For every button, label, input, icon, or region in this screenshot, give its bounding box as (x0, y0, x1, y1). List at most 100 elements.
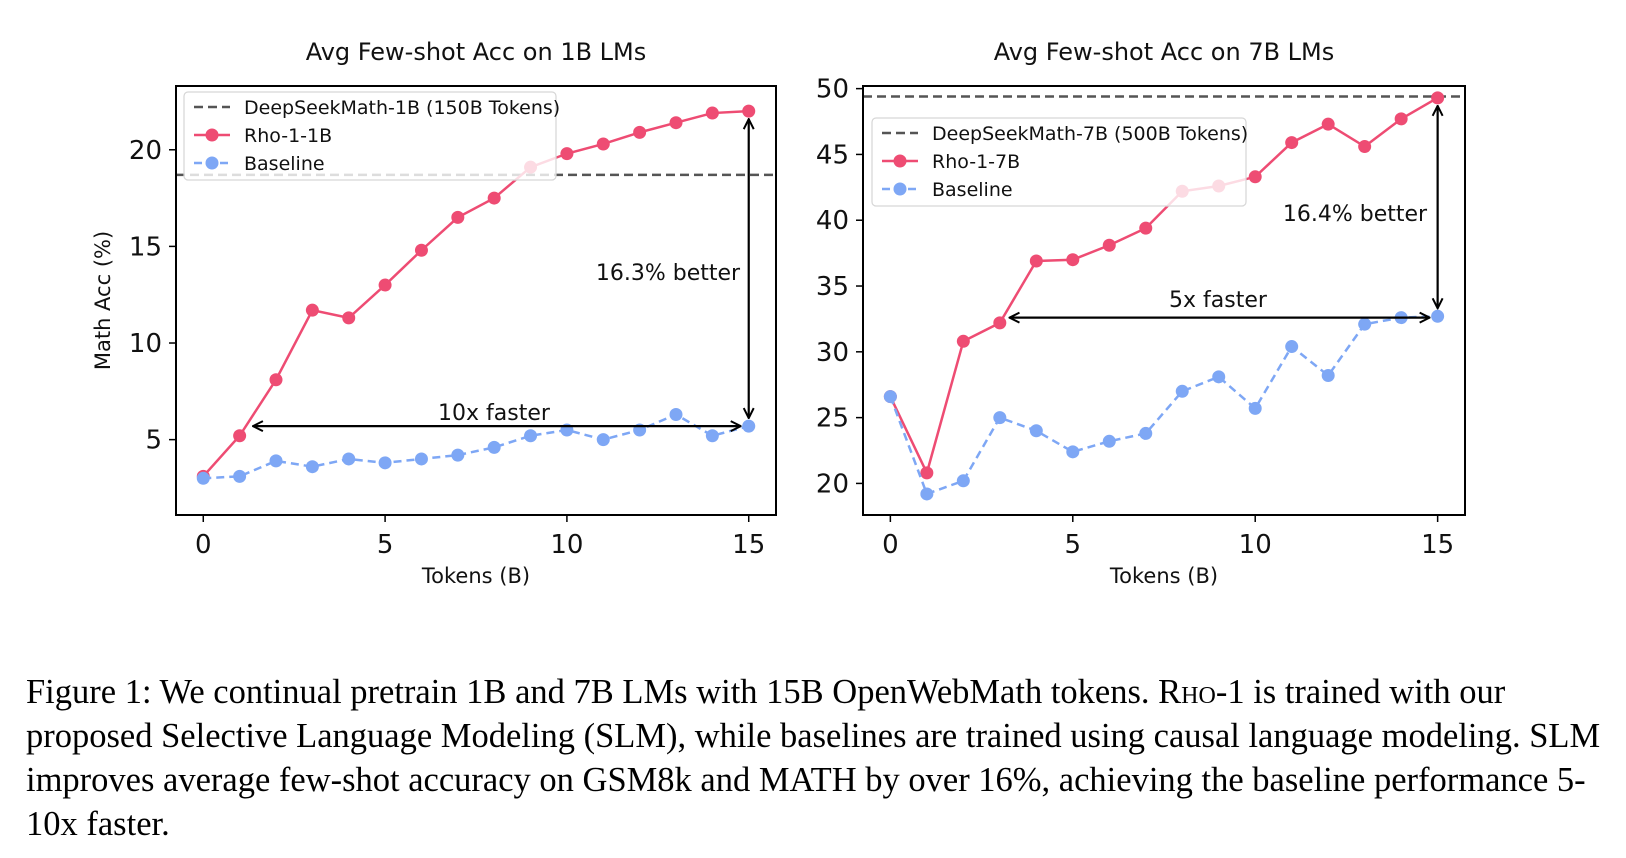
data-point-rho (233, 429, 247, 443)
data-point-baseline (451, 448, 465, 462)
data-point-rho (993, 316, 1007, 330)
series-line-rho (889, 96, 1439, 477)
x-tick-label: 10 (550, 530, 583, 560)
y-axis-label: Math Acc (%) (91, 231, 115, 370)
x-tick-label: 5 (377, 530, 394, 560)
x-axis-label: Tokens (B) (421, 564, 530, 588)
data-point-baseline (342, 452, 356, 466)
data-point-baseline (920, 487, 934, 501)
data-point-rho (1285, 136, 1299, 150)
data-point-rho (1321, 117, 1335, 131)
plot-frame (175, 85, 777, 516)
legend-swatch-marker (205, 156, 219, 170)
y-tick-label: 20 (816, 469, 849, 499)
data-point-baseline (1321, 369, 1335, 383)
data-point-baseline (524, 429, 538, 443)
data-point-baseline (1102, 434, 1116, 448)
data-point-baseline (196, 471, 210, 485)
data-point-baseline (1212, 370, 1226, 384)
x-tick-label: 10 (1239, 530, 1272, 560)
data-point-baseline (742, 419, 756, 433)
y-tick-label: 30 (816, 338, 849, 368)
data-point-rho (920, 466, 934, 480)
y-tick-label: 25 (816, 404, 849, 434)
better-annotation: 16.3% better (596, 261, 741, 286)
y-tick-label: 35 (816, 272, 849, 302)
x-tick-label: 15 (1421, 530, 1454, 560)
better-annotation: 16.4% better (1283, 202, 1428, 227)
legend-label: Rho-1-7B (932, 151, 1020, 173)
data-point-baseline (1248, 401, 1262, 415)
data-point-rho (487, 191, 501, 205)
y-tick-label: 50 (816, 75, 849, 105)
data-point-baseline (1285, 340, 1299, 354)
legend-label: DeepSeekMath-7B (500B Tokens) (932, 123, 1248, 145)
data-point-rho (596, 137, 610, 151)
data-point-rho (1139, 221, 1153, 235)
data-point-rho (1029, 254, 1043, 268)
x-tick-label: 0 (195, 530, 212, 560)
caption-model-name: Rho-1 (1158, 673, 1245, 711)
y-tick-label: 45 (816, 140, 849, 170)
series-line-baseline (889, 315, 1438, 496)
data-point-baseline (883, 390, 897, 404)
legend-label: Baseline (244, 153, 325, 175)
data-point-baseline (956, 474, 970, 488)
x-tick-label: 5 (1065, 530, 1082, 560)
caption-prefix: Figure 1: We continual pretrain 1B and 7… (26, 673, 1159, 711)
chart-7b: Avg Few-shot Acc on 7B LMs 0 5 10 15 20 25 30 35… (816, 38, 1466, 588)
data-point-rho (342, 311, 356, 325)
x-tick-label: 0 (882, 530, 899, 560)
data-point-rho (560, 147, 574, 161)
legend-box (183, 91, 557, 181)
legend-label: Rho-1-1B (244, 125, 332, 147)
series-line-rho (202, 109, 749, 478)
y-tick-label: 40 (816, 206, 849, 236)
data-point-rho (305, 303, 319, 317)
legend-swatch-marker (893, 154, 907, 168)
data-point-baseline (1139, 426, 1153, 440)
data-point-baseline (1175, 384, 1189, 398)
chart-1b: Avg Few-shot Acc on 1B LMs 0 5 10 15 5 10 15 20 T… (91, 38, 777, 588)
data-point-baseline (669, 408, 683, 422)
data-point-baseline (378, 456, 392, 470)
data-point-baseline (269, 454, 283, 468)
data-point-baseline (305, 460, 319, 474)
data-point-baseline (1029, 424, 1043, 438)
data-point-rho (1394, 112, 1408, 126)
data-point-rho (451, 210, 465, 224)
legend-label: Baseline (932, 179, 1013, 201)
data-point-rho (1248, 170, 1262, 184)
caption-suffix: is trained with our proposed Selective L… (26, 673, 1601, 843)
data-point-rho (378, 278, 392, 292)
chart-title: Avg Few-shot Acc on 1B LMs (306, 38, 647, 66)
series-line-baseline (203, 413, 750, 480)
data-point-rho (633, 125, 647, 139)
faster-annotation: 5x faster (1169, 288, 1268, 313)
chart-title: Avg Few-shot Acc on 7B LMs (994, 38, 1335, 66)
faster-annotation: 10x faster (438, 401, 551, 426)
data-point-baseline (233, 469, 247, 483)
y-tick-label: 5 (145, 426, 162, 456)
x-tick-label: 15 (732, 530, 765, 560)
data-point-rho (1102, 238, 1116, 252)
data-point-baseline (487, 440, 501, 454)
y-tick-label: 20 (129, 136, 162, 166)
data-point-baseline (1431, 309, 1445, 323)
legend-swatch-marker (205, 128, 219, 142)
plot-frame (862, 85, 1466, 516)
data-point-rho (1066, 253, 1080, 267)
legend-box (871, 117, 1247, 207)
data-point-rho (269, 373, 283, 387)
x-axis-label: Tokens (B) (1109, 564, 1218, 588)
data-point-baseline (1066, 445, 1080, 459)
data-point-rho (1358, 140, 1372, 154)
data-point-baseline (1358, 317, 1372, 331)
data-point-rho (956, 334, 970, 348)
legend-label: DeepSeekMath-1B (150B Tokens) (244, 97, 560, 119)
data-point-baseline (414, 452, 428, 466)
y-tick-label: 10 (129, 329, 162, 359)
legend-swatch-marker (893, 182, 907, 196)
data-point-rho (742, 104, 756, 118)
